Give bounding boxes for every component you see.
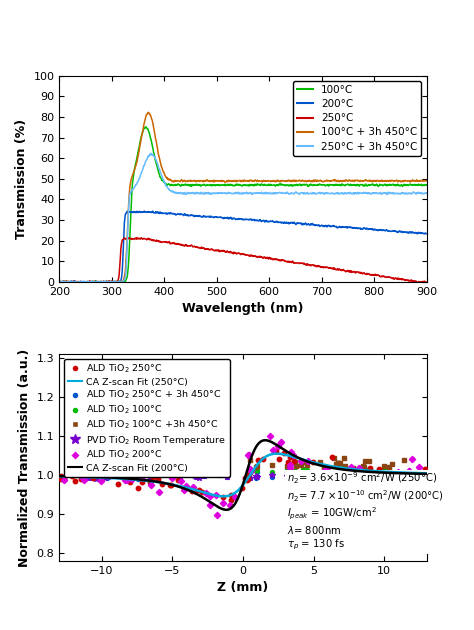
Y-axis label: Transmission (%): Transmission (%) (15, 118, 28, 239)
Y-axis label: Normalized Transmission (a.u.): Normalized Transmission (a.u.) (18, 348, 31, 566)
Legend: 100°C, 200°C, 250°C, 100°C + 3h 450°C, 250°C + 3h 450°C: 100°C, 200°C, 250°C, 100°C + 3h 450°C, 2… (293, 81, 421, 156)
Legend: ALD TiO$_2$ 250°C, CA Z-scan Fit (250°C), ALD TiO$_2$ 250°C + 3h 450°C, ALD TiO$: ALD TiO$_2$ 250°C, CA Z-scan Fit (250°C)… (64, 359, 229, 476)
Text: $n_2$= 3.6×10$^{-9}$ cm$^2$/W (250°C)
$n_2$= 7.7 ×10$^{-10}$ cm$^2$/W (200°C)
$I: $n_2$= 3.6×10$^{-9}$ cm$^2$/W (250°C) $n… (287, 471, 444, 553)
X-axis label: Z (mm): Z (mm) (217, 581, 269, 594)
X-axis label: Wavelength (nm): Wavelength (nm) (182, 302, 304, 316)
